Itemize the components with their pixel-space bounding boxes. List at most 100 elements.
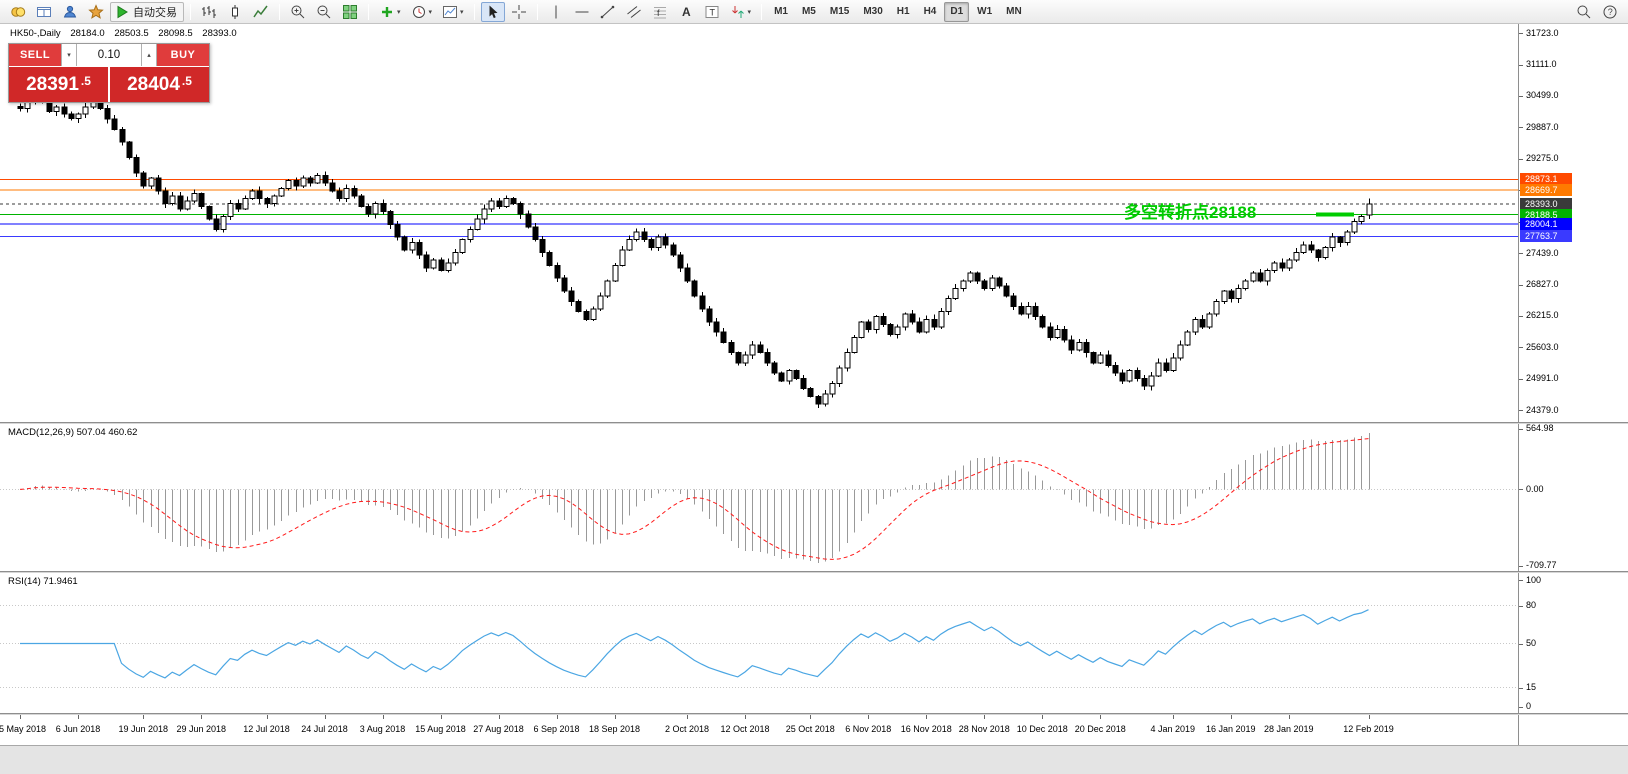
timeframe-h1[interactable]: H1 [891, 2, 916, 22]
timeframe-m30[interactable]: M30 [857, 2, 888, 22]
pivot-annotation[interactable]: 多空转折点28188 [1124, 198, 1256, 223]
tile-windows-button[interactable] [338, 2, 362, 22]
time-tick-mark [556, 715, 558, 719]
new-chart-button[interactable]: ▾ [375, 2, 405, 22]
timeframe-m15[interactable]: M15 [824, 2, 855, 22]
volume-increase-button[interactable]: ▴ [141, 44, 157, 66]
axis-tick-mark [1519, 378, 1523, 380]
timeframe-mn[interactable]: MN [1000, 2, 1028, 22]
axis-tick-mark [1519, 565, 1523, 567]
timeframe-d1[interactable]: D1 [944, 1, 970, 22]
macd-legend: MACD(12,26,9) 507.04 460.62 [8, 427, 144, 438]
navigator-button[interactable] [84, 2, 108, 22]
periods-button[interactable]: ▾ [407, 2, 437, 22]
date-label: 16 Jan 2019 [1205, 724, 1256, 734]
price-level-tag: 28004.1 [1520, 218, 1572, 231]
new-order-button[interactable] [6, 2, 30, 22]
sell-price-frac: .5 [80, 73, 91, 88]
price-tick-label: 0 [1526, 701, 1532, 712]
axis-tick-mark [1519, 64, 1523, 66]
panel-divider[interactable] [0, 713, 1628, 715]
date-label: 25 May 2018 [0, 724, 47, 734]
autotrading-button[interactable]: 自动交易 [110, 1, 184, 22]
rsi-indicator-chart[interactable] [0, 574, 1518, 713]
date-label: 12 Jul 2018 [243, 724, 290, 734]
price-level-tag: 28669.7 [1520, 183, 1572, 196]
help-button[interactable]: ? [1598, 2, 1622, 22]
time-tick-mark [1288, 715, 1290, 719]
crosshair-tool-button[interactable] [507, 2, 531, 22]
date-label: 29 Jun 2018 [176, 724, 227, 734]
price-tick-label: -709.77 [1526, 560, 1557, 571]
macd-indicator-chart[interactable] [0, 425, 1518, 571]
time-tick-mark [382, 715, 384, 719]
date-label: 6 Jun 2018 [55, 724, 101, 734]
zoomout-icon [316, 4, 332, 20]
price-tick-label: 26215.0 [1526, 310, 1559, 321]
fibonacci-tool-button[interactable]: f [648, 2, 672, 22]
sell-price[interactable]: 28391 .5 [9, 67, 108, 102]
axis-tick-mark [1519, 33, 1523, 35]
arrows-tool-button[interactable]: ▾ [726, 2, 756, 22]
zoom-out-button[interactable] [312, 2, 336, 22]
date-label: 19 Jun 2018 [118, 724, 169, 734]
candle-icon [227, 4, 243, 20]
market-watch-button[interactable] [58, 2, 82, 22]
timeframe-m1-label: M1 [774, 6, 788, 17]
timeframe-h4[interactable]: H4 [918, 2, 943, 22]
price-level-tag: 28188.5 [1520, 208, 1572, 221]
time-tick-mark [1230, 715, 1232, 719]
price-tick-label: 27439.0 [1526, 247, 1559, 258]
date-label: 15 Aug 2018 [415, 724, 466, 734]
time-tick-mark [868, 715, 870, 719]
price-tick-label: 24991.0 [1526, 373, 1559, 384]
volume-input[interactable] [77, 44, 141, 66]
charts-button[interactable] [32, 2, 56, 22]
bar-chart-button[interactable] [197, 2, 221, 22]
horizontal-line-tool-button[interactable] [570, 2, 594, 22]
channel-tool-button[interactable] [622, 2, 646, 22]
line-chart-button[interactable] [249, 2, 273, 22]
time-axis[interactable]: 25 May 2018 6 Jun 2018 19 Jun 2018 29 Jun 2… [0, 715, 1518, 745]
macd-signal-line [19, 438, 1369, 560]
linechart-icon [253, 4, 269, 20]
date-label: 6 Nov 2018 [845, 724, 892, 734]
timeframe-w1[interactable]: W1 [971, 2, 998, 22]
timeframe-m5[interactable]: M5 [796, 2, 822, 22]
timeframe-m1[interactable]: M1 [768, 2, 794, 22]
price-axis[interactable]: 31723.031111.030499.029887.029275.028663… [1518, 24, 1628, 745]
zoom-in-button[interactable] [286, 2, 310, 22]
time-tick-mark [78, 715, 79, 719]
volume-decrease-button[interactable]: ▾ [61, 44, 77, 66]
toolbar-separator [279, 3, 280, 20]
price-tick-label: 31723.0 [1526, 27, 1559, 38]
date-label: 12 Feb 2019 [1343, 724, 1394, 734]
price-level-tag: 27763.7 [1520, 230, 1572, 243]
channel-icon [626, 4, 642, 20]
close-value: 28393.0 [202, 28, 237, 39]
price-tick-label: 50 [1526, 638, 1537, 648]
candlestick-chart[interactable] [0, 24, 1518, 422]
axis-tick-mark [1519, 95, 1523, 97]
axis-tick-mark [1519, 580, 1523, 582]
price-tick-label: 80 [1526, 600, 1537, 611]
buy-price-main: 28404 [127, 73, 180, 95]
candlestick-chart-button[interactable] [223, 2, 247, 22]
date-label: 12 Oct 2018 [720, 724, 770, 734]
axis-tick-mark [1519, 605, 1523, 607]
timeframe-d1-label: D1 [950, 6, 964, 17]
sell-button[interactable]: SELL [9, 44, 61, 66]
vertical-line-tool-button[interactable] [544, 2, 568, 22]
fibo-icon: f [652, 4, 668, 20]
buy-button[interactable]: BUY [157, 44, 209, 66]
search-button[interactable] [1572, 2, 1596, 22]
buy-price[interactable]: 28404 .5 [110, 67, 209, 102]
templates-button[interactable]: ▾ [438, 2, 468, 22]
panel-divider[interactable] [0, 422, 1628, 424]
text-tool-button[interactable]: A [674, 2, 698, 22]
trendline-tool-button[interactable] [596, 2, 620, 22]
panel-divider[interactable] [0, 571, 1628, 573]
label-tool-button[interactable]: T [700, 2, 724, 22]
cursor-tool-button[interactable] [480, 1, 505, 22]
